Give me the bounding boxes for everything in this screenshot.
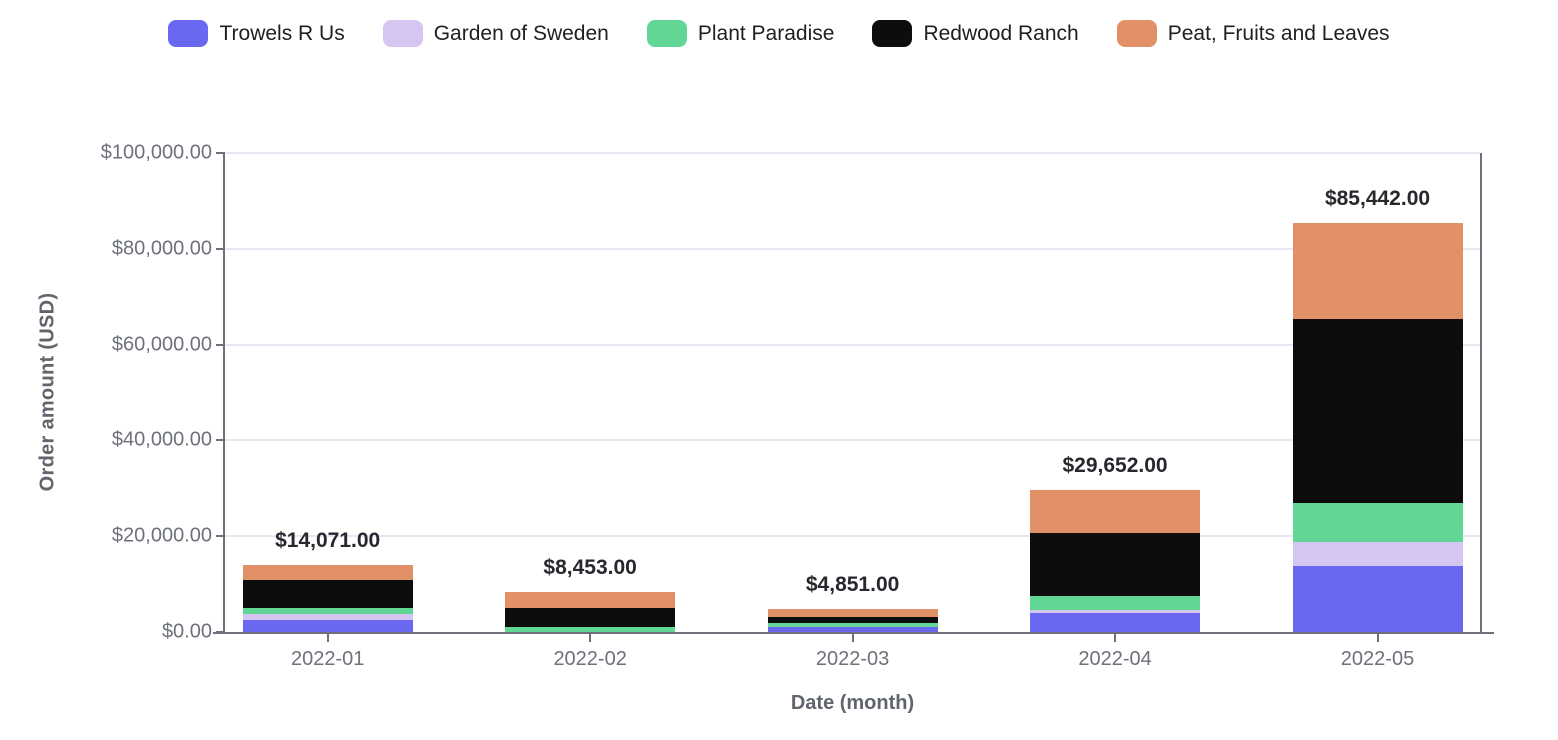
- y-tick-label: $60,000.00: [111, 333, 212, 356]
- bar-segment-peat-fruits-and-leaves[interactable]: [242, 564, 413, 581]
- y-tick-label: $20,000.00: [111, 524, 212, 547]
- legend-item-3[interactable]: Plant Paradise: [646, 20, 835, 47]
- y-tick-label: $100,000.00: [100, 141, 212, 164]
- x-tick: [589, 632, 592, 642]
- bar-segment-redwood-ranch[interactable]: [767, 616, 938, 623]
- legend-label: Garden of Sweden: [433, 21, 609, 45]
- legend-label: Trowels R Us: [219, 21, 345, 45]
- legend-label: Plant Paradise: [697, 21, 835, 45]
- bar-segment-trowels-r-us[interactable]: [1030, 612, 1201, 632]
- y-tick-label: $80,000.00: [111, 237, 212, 260]
- bar-stack-2022-01: [242, 564, 413, 632]
- gridline-$60,000.00: [225, 343, 1480, 346]
- legend-item-2[interactable]: Garden of Sweden: [382, 20, 609, 47]
- bar-total-label: $14,071.00: [275, 528, 381, 552]
- bar-segment-plant-paradise[interactable]: [505, 626, 676, 632]
- x-axis-line: [213, 632, 1494, 634]
- bar-stack-2022-03: [767, 608, 938, 632]
- y-axis-title: Order amount (USD): [36, 292, 59, 492]
- bar-segment-trowels-r-us[interactable]: [1292, 566, 1463, 632]
- bar-segment-redwood-ranch[interactable]: [242, 580, 413, 608]
- gridline-$20,000.00: [225, 535, 1480, 538]
- bar-segment-garden-of-sweden[interactable]: [1292, 542, 1463, 567]
- legend-swatch: [1116, 20, 1157, 47]
- gridline-$80,000.00: [225, 247, 1480, 250]
- bar-total-label: $4,851.00: [805, 572, 900, 596]
- legend-item-5[interactable]: Peat, Fruits and Leaves: [1116, 20, 1390, 47]
- bar-stack-2022-02: [505, 591, 676, 632]
- bar-segment-peat-fruits-and-leaves[interactable]: [767, 608, 938, 617]
- x-tick-label: 2022-02: [553, 648, 627, 670]
- bar-total-label: $85,442.00: [1324, 186, 1431, 210]
- bar-segment-peat-fruits-and-leaves[interactable]: [1030, 490, 1201, 533]
- bar-segment-peat-fruits-and-leaves[interactable]: [505, 591, 676, 609]
- legend-swatch: [168, 20, 209, 47]
- bar-segment-plant-paradise[interactable]: [242, 607, 413, 614]
- x-tick-label: 2022-04: [1078, 648, 1152, 670]
- y-tick: [216, 343, 225, 346]
- legend-swatch: [646, 20, 687, 47]
- x-tick-label: 2022-05: [1340, 648, 1415, 670]
- legend-item-1[interactable]: Trowels R Us: [168, 20, 345, 47]
- bar-segment-garden-of-sweden[interactable]: [1030, 609, 1201, 613]
- y-tick: [216, 247, 225, 250]
- bar-segment-redwood-ranch[interactable]: [1292, 319, 1463, 504]
- legend-label: Redwood Ranch: [923, 21, 1079, 45]
- y-tick: [216, 439, 225, 442]
- bar-total-label: $29,652.00: [1062, 453, 1168, 477]
- y-tick: [216, 152, 225, 154]
- x-tick-label: 2022-01: [290, 648, 365, 670]
- x-tick: [326, 632, 329, 642]
- bar-segment-trowels-r-us[interactable]: [767, 627, 938, 632]
- x-tick: [1114, 632, 1117, 642]
- bar-segment-garden-of-sweden[interactable]: [242, 613, 413, 620]
- chart-legend: Trowels R Us Garden of Sweden Plant Paradi…: [0, 20, 1558, 47]
- x-tick: [1376, 632, 1379, 642]
- gridline-$100,000.00: [225, 152, 1480, 154]
- legend-item-4[interactable]: Redwood Ranch: [872, 20, 1079, 47]
- bar-stack-2022-04: [1030, 490, 1201, 632]
- legend-swatch: [872, 20, 913, 47]
- bar-segment-plant-paradise[interactable]: [1030, 595, 1201, 610]
- bar-segment-plant-paradise[interactable]: [1292, 503, 1463, 543]
- legend-label: Peat, Fruits and Leaves: [1167, 21, 1390, 45]
- bar-segment-peat-fruits-and-leaves[interactable]: [1292, 222, 1463, 320]
- x-tick-label: 2022-03: [815, 648, 890, 670]
- y-tick-label: $0.00: [161, 620, 212, 643]
- y-tick: [216, 535, 225, 538]
- gridline-$40,000.00: [225, 439, 1480, 442]
- x-axis-title: Date (month): [790, 692, 915, 714]
- bar-stack-2022-05: [1292, 222, 1463, 632]
- x-tick: [851, 632, 854, 642]
- legend-swatch: [382, 20, 423, 47]
- bar-total-label: $8,453.00: [543, 555, 637, 579]
- bar-segment-redwood-ranch[interactable]: [1030, 532, 1201, 596]
- plot-right-border: [1480, 153, 1482, 634]
- y-tick-label: $40,000.00: [111, 428, 212, 451]
- bar-segment-trowels-r-us[interactable]: [242, 619, 413, 632]
- y-axis-line: [223, 153, 225, 634]
- bar-segment-plant-paradise[interactable]: [767, 622, 938, 628]
- bar-segment-redwood-ranch[interactable]: [505, 608, 676, 627]
